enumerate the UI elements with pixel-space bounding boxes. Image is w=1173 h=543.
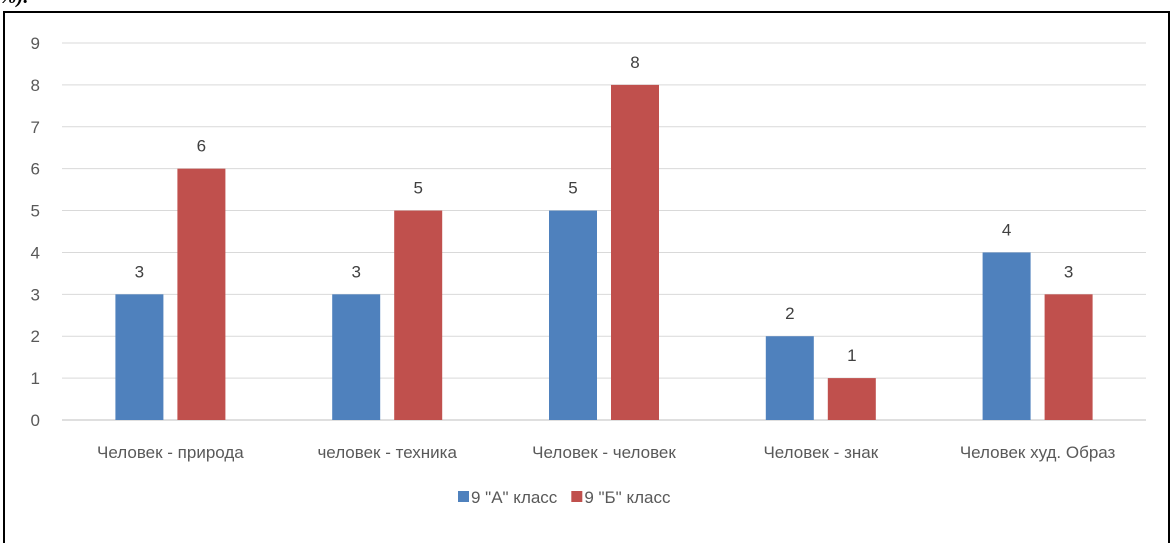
- legend: 9 "А" класс 9 "Б" класс: [458, 488, 671, 507]
- data-label: 2: [785, 304, 794, 323]
- x-axis-categories: Человек - природа человек - техника Челове…: [97, 443, 1116, 462]
- y-tick-label: 7: [31, 118, 40, 137]
- category-label: человек - техника: [317, 443, 457, 462]
- legend-label: 9 "Б" класс: [584, 488, 671, 507]
- bars: [115, 84, 1093, 420]
- bar-a-4: [982, 252, 1031, 420]
- bar-a-3: [765, 336, 814, 420]
- y-tick-label: 1: [31, 369, 40, 388]
- bar-a-2: [549, 210, 597, 420]
- y-tick-label: 3: [31, 285, 40, 304]
- data-label: 1: [847, 346, 856, 365]
- bar-b-4: [1044, 294, 1093, 420]
- bar-b-1: [394, 210, 443, 420]
- data-label: 3: [351, 262, 360, 281]
- legend-label: 9 "А" класс: [471, 488, 558, 507]
- legend-swatch: [571, 491, 583, 502]
- y-tick-label: 0: [31, 411, 40, 430]
- y-tick-label: 5: [31, 202, 40, 221]
- category-label: Человек - знак: [763, 443, 878, 462]
- y-tick-label: 2: [31, 327, 40, 346]
- data-label: 6: [197, 137, 206, 156]
- bar-b-0: [177, 168, 226, 420]
- data-label: 3: [1064, 262, 1073, 281]
- gridlines: [62, 42, 1146, 421]
- bar-b-3: [827, 378, 876, 420]
- category-label: Человек - человек: [532, 443, 676, 462]
- bar-a-0: [115, 294, 164, 420]
- legend-swatch: [458, 491, 469, 502]
- page-text-fragment: %).: [0, 0, 28, 7]
- y-tick-label: 4: [31, 243, 40, 262]
- data-label: 5: [568, 179, 577, 198]
- y-tick-label: 9: [31, 34, 40, 53]
- bar-b-2: [611, 84, 659, 420]
- data-labels: 3 6 3 5 5 8 2 1 4 3: [135, 53, 1074, 365]
- data-label: 4: [1002, 220, 1011, 239]
- data-label: 5: [413, 179, 422, 198]
- category-label: Человек худ. Образ: [960, 443, 1116, 462]
- data-label: 3: [135, 262, 144, 281]
- y-axis-ticks: 0 1 2 3 4 5 6 7 8 9: [31, 34, 40, 430]
- data-label: 8: [630, 53, 639, 72]
- y-tick-label: 8: [31, 76, 40, 95]
- category-label: Человек - природа: [97, 443, 244, 462]
- bar-a-1: [332, 294, 381, 420]
- y-tick-label: 6: [31, 160, 40, 179]
